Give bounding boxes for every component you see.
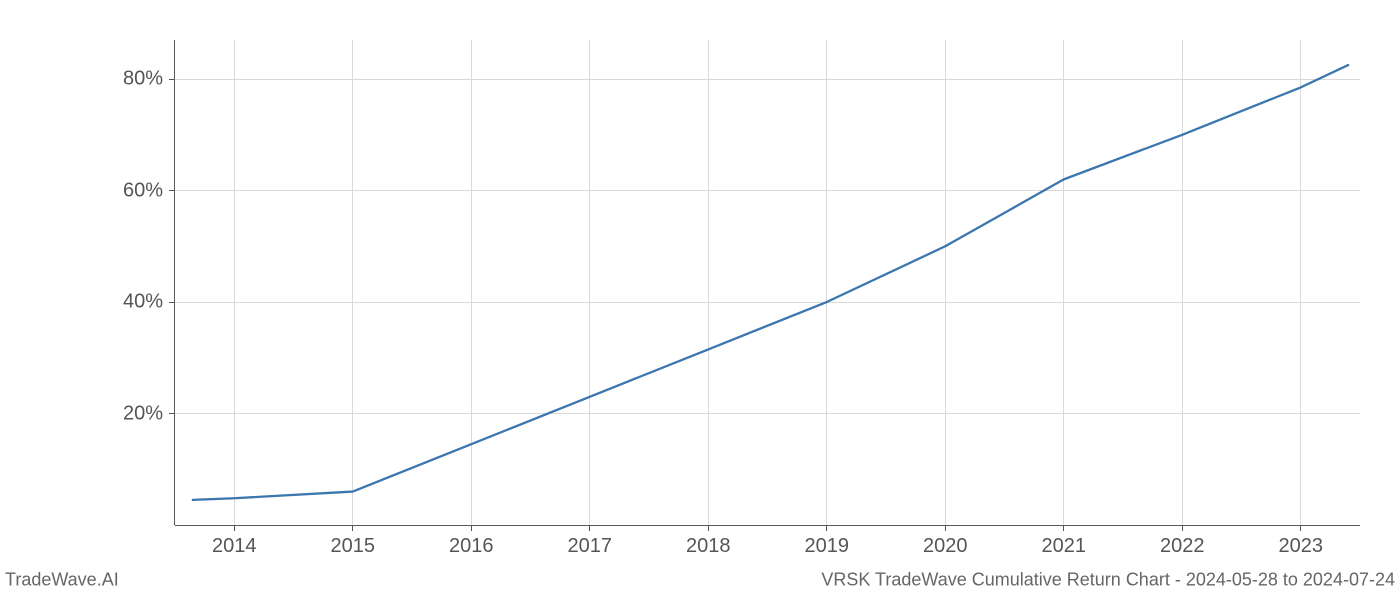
footer-right-label: VRSK TradeWave Cumulative Return Chart -… — [821, 570, 1395, 591]
footer-left-label: TradeWave.AI — [5, 570, 119, 591]
line-series-svg — [0, 0, 1400, 600]
chart-container: 2014201520162017201820192020202120222023… — [0, 0, 1400, 600]
series-line — [193, 65, 1348, 500]
